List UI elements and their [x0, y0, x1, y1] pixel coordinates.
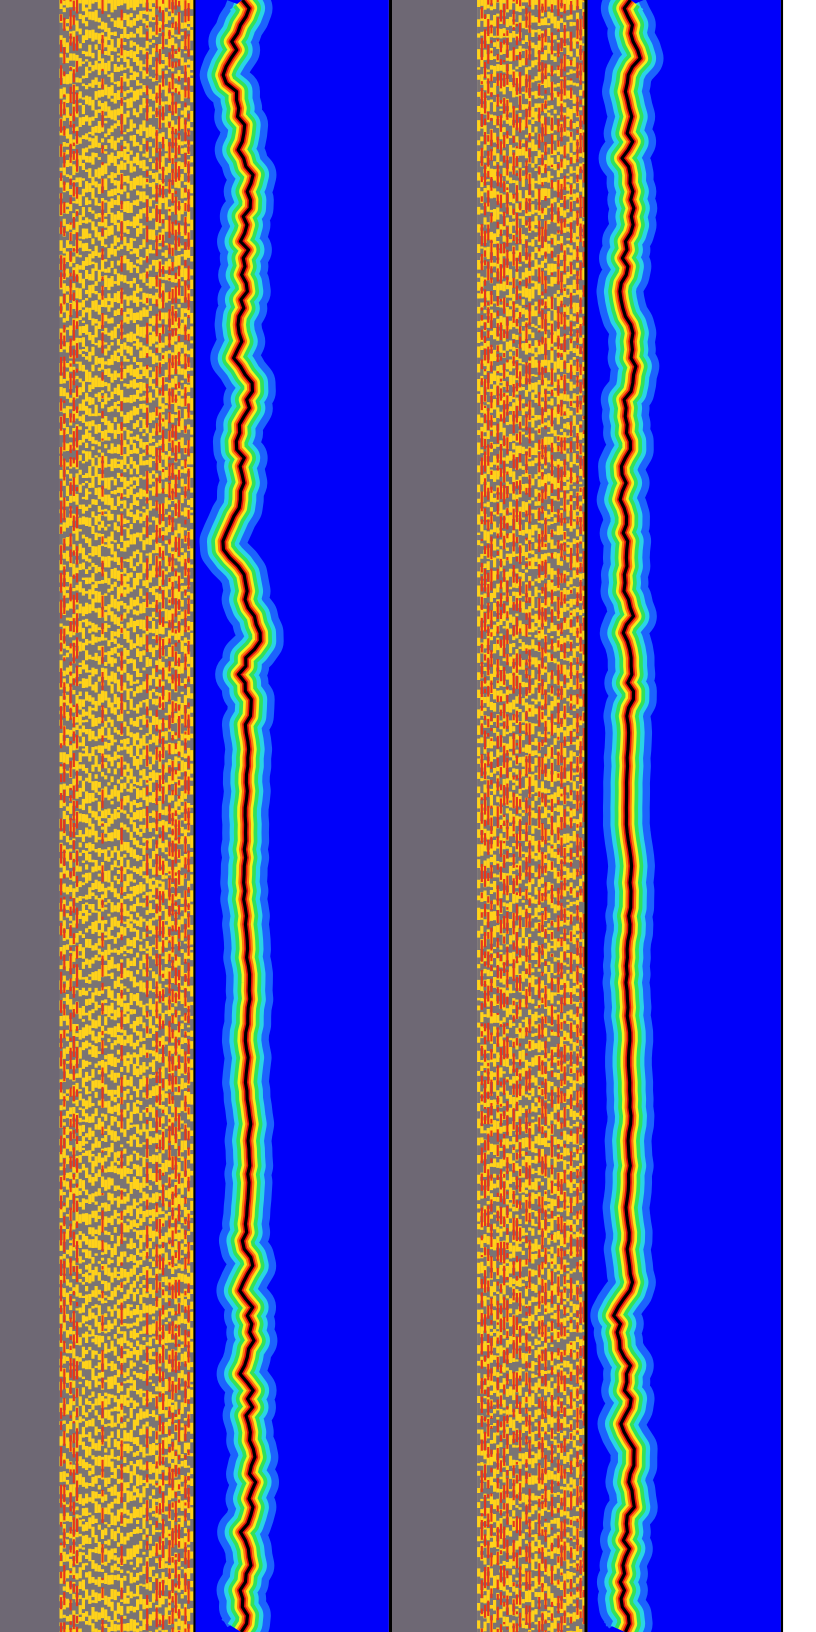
divider [584, 0, 588, 1632]
right-gray-panel [392, 0, 478, 1632]
ridge-band [221, 0, 262, 1632]
stripe-layer [59, 0, 586, 1632]
divider [388, 0, 393, 1632]
divider [780, 0, 784, 1632]
left-gray-panel [0, 0, 60, 1632]
ridge-layer [199, 0, 664, 1632]
ridge-band [612, 0, 642, 1632]
divider [193, 0, 196, 1632]
